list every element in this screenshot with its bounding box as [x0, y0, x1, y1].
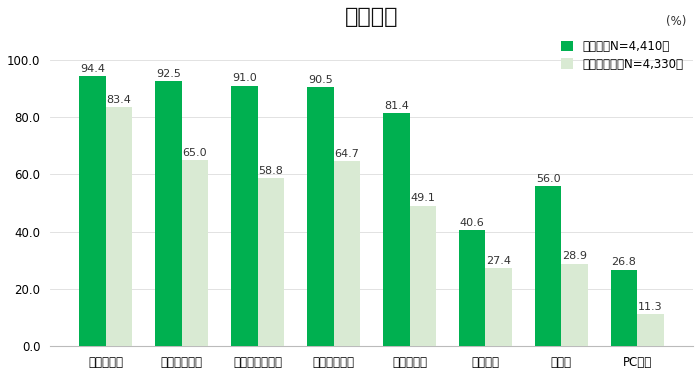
Text: 11.3: 11.3: [638, 302, 663, 312]
Text: 27.4: 27.4: [486, 256, 511, 265]
Bar: [334, 161, 360, 346]
Text: 28.9: 28.9: [562, 251, 587, 261]
Bar: [258, 178, 284, 346]
Text: 81.4: 81.4: [384, 101, 409, 111]
Text: 90.5: 90.5: [308, 75, 332, 85]
Bar: [231, 86, 258, 346]
Text: 91.0: 91.0: [232, 73, 257, 83]
Title: 全国平均: 全国平均: [345, 7, 398, 27]
Bar: [383, 113, 410, 346]
Bar: [410, 206, 436, 346]
Text: (%): (%): [666, 15, 686, 28]
Text: 56.0: 56.0: [536, 174, 561, 183]
Bar: [155, 81, 182, 346]
Text: 26.8: 26.8: [612, 257, 636, 267]
Text: 65.0: 65.0: [183, 148, 207, 158]
Bar: [106, 107, 132, 346]
Bar: [610, 270, 637, 346]
Text: 58.8: 58.8: [258, 165, 284, 176]
Bar: [182, 160, 209, 346]
Text: 64.7: 64.7: [335, 149, 359, 159]
Text: 83.4: 83.4: [106, 95, 132, 105]
Text: 49.1: 49.1: [410, 193, 435, 203]
Bar: [79, 76, 106, 346]
Bar: [561, 264, 588, 346]
Bar: [485, 268, 512, 346]
Text: 40.6: 40.6: [460, 218, 484, 228]
Bar: [307, 87, 334, 346]
Text: 92.5: 92.5: [156, 69, 181, 79]
Bar: [459, 230, 485, 346]
Bar: [637, 314, 664, 346]
Bar: [535, 186, 561, 346]
Text: 94.4: 94.4: [80, 64, 105, 74]
Legend: 認知率（N=4,410）, 利用経験率（N=4,330）: 認知率（N=4,410）, 利用経験率（N=4,330）: [558, 36, 687, 74]
